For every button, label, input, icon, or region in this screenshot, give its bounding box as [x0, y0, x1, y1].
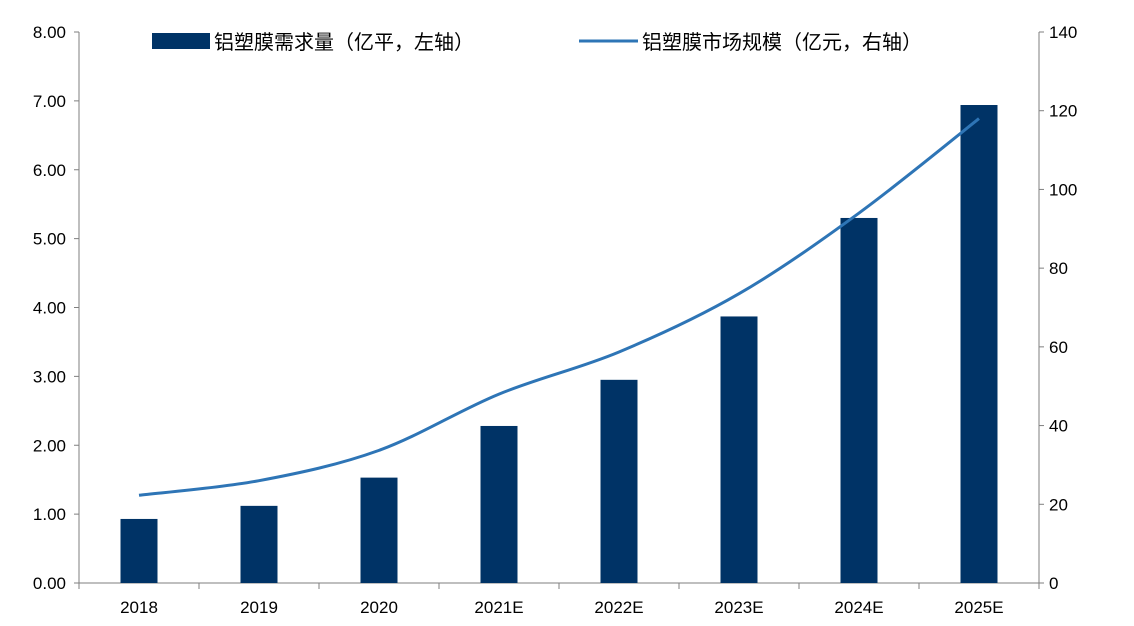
legend-line-label: 铝塑膜市场规模（亿元，右轴）	[642, 31, 922, 54]
x-tick-label: 2022E	[594, 598, 643, 617]
x-tick-label: 2020	[360, 598, 398, 617]
legend-bar-swatch	[152, 33, 210, 49]
bar-2025E	[960, 105, 998, 583]
right-y-tick-label: 100	[1049, 180, 1077, 199]
axes-group	[74, 31, 1044, 589]
bar-2021E	[480, 425, 518, 583]
right-y-tick-label: 60	[1049, 338, 1068, 357]
left-y-tick-label: 4.00	[33, 299, 66, 318]
legend: 铝塑膜需求量（亿平，左轴） 铝塑膜市场规模（亿元，右轴）	[152, 31, 922, 54]
left-y-tick-label: 5.00	[33, 230, 66, 249]
left-y-tick-label: 2.00	[33, 436, 66, 455]
tick-labels-group: 0.00 1.00 2.00 3.00 4.00 5.00 6.00 7.00 8.00 0 20 4…	[33, 23, 1077, 617]
left-y-tick-label: 1.00	[33, 505, 66, 524]
right-y-tick-label: 80	[1049, 259, 1068, 278]
x-tick-label: 2018	[120, 598, 158, 617]
market-size-line	[138, 117, 980, 497]
x-tick-label: 2019	[240, 598, 278, 617]
x-tick-label: 2025E	[954, 598, 1003, 617]
right-y-tick-label: 40	[1049, 417, 1068, 436]
left-y-tick-label: 8.00	[33, 23, 66, 42]
left-y-tick-label: 0.00	[33, 574, 66, 593]
left-y-tick-label: 3.00	[33, 367, 66, 386]
bar-2020	[360, 477, 398, 583]
bar-2018	[120, 518, 158, 583]
bar-2022E	[600, 379, 638, 583]
right-y-tick-label: 20	[1049, 495, 1068, 514]
right-y-tick-label: 140	[1049, 23, 1077, 42]
bar-2024E	[840, 217, 878, 583]
legend-bar-label: 铝塑膜需求量（亿平，左轴）	[214, 31, 474, 54]
x-tick-label: 2021E	[474, 598, 523, 617]
right-y-tick-label: 0	[1049, 574, 1058, 593]
line-series-group	[138, 117, 980, 497]
right-y-tick-label: 120	[1049, 102, 1077, 121]
left-y-tick-label: 6.00	[33, 161, 66, 180]
left-y-tick-label: 7.00	[33, 92, 66, 111]
bar-series-group	[120, 105, 998, 583]
x-tick-label: 2023E	[714, 598, 763, 617]
x-tick-label: 2024E	[834, 598, 883, 617]
bar-2023E	[720, 316, 758, 583]
bar-2019	[240, 505, 278, 583]
